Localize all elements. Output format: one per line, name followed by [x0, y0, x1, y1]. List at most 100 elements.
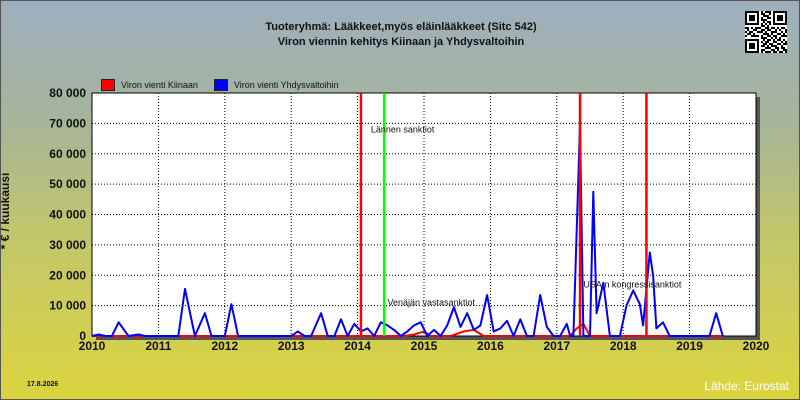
qr-module	[761, 17, 763, 19]
y-tick-label: 10 000	[49, 299, 86, 313]
x-tick-label: 2010	[79, 339, 106, 353]
qr-module	[751, 15, 753, 17]
qr-module	[763, 25, 765, 27]
qr-module	[781, 51, 783, 53]
qr-module	[775, 51, 777, 53]
qr-module	[763, 39, 765, 41]
qr-module	[773, 23, 775, 25]
qr-module	[779, 17, 781, 19]
qr-module	[767, 45, 769, 47]
qr-module	[777, 49, 779, 51]
qr-module	[757, 51, 759, 53]
qr-module	[781, 45, 783, 47]
legend-swatch-china	[101, 79, 115, 91]
qr-module	[783, 11, 785, 13]
qr-module	[757, 13, 759, 15]
qr-module	[775, 47, 777, 49]
qr-module	[769, 23, 771, 25]
qr-module	[753, 19, 755, 21]
qr-module	[773, 49, 775, 51]
qr-module	[785, 49, 787, 51]
qr-module	[775, 23, 777, 25]
qr-module	[765, 33, 767, 35]
qr-module	[779, 19, 781, 21]
qr-module	[765, 37, 767, 39]
qr-module	[749, 33, 751, 35]
qr-module	[745, 19, 747, 21]
qr-module	[765, 11, 767, 13]
x-tick-label: 2012	[211, 339, 238, 353]
qr-module	[757, 41, 759, 43]
qr-module	[757, 45, 759, 47]
qr-module	[773, 41, 775, 43]
qr-module	[757, 11, 759, 13]
qr-module	[749, 51, 751, 53]
qr-module	[757, 43, 759, 45]
qr-module	[767, 25, 769, 27]
qr-module	[781, 47, 783, 49]
qr-module	[781, 15, 783, 17]
qr-module	[781, 41, 783, 43]
qr-module	[785, 13, 787, 15]
qr-module	[773, 15, 775, 17]
qr-module	[775, 31, 777, 33]
qr-module	[755, 39, 757, 41]
qr-module	[767, 35, 769, 37]
qr-module	[777, 39, 779, 41]
qr-module	[753, 47, 755, 49]
qr-module	[773, 11, 775, 13]
y-tick-label: 30 000	[49, 238, 86, 252]
legend-label-china: Viron vienti Kiinaan	[121, 80, 198, 90]
qr-module	[753, 45, 755, 47]
qr-module	[755, 51, 757, 53]
qr-module	[771, 33, 773, 35]
qr-module	[765, 43, 767, 45]
chart-title: Tuoteryhmä: Lääkkeet,myös eläinlääkkeet …	[265, 21, 537, 33]
qr-module	[785, 21, 787, 23]
qr-module	[783, 43, 785, 45]
qr-module	[761, 35, 763, 37]
qr-module	[783, 27, 785, 29]
x-tick-label: 2011	[145, 339, 171, 353]
qr-module	[767, 11, 769, 13]
qr-module	[753, 23, 755, 25]
qr-module	[769, 13, 771, 15]
qr-module	[763, 49, 765, 51]
y-tick-label: 0	[79, 329, 86, 343]
qr-module	[781, 17, 783, 19]
qr-module	[757, 31, 759, 33]
qr-module	[761, 11, 763, 13]
qr-module	[757, 49, 759, 51]
qr-module	[765, 15, 767, 17]
qr-module	[751, 17, 753, 19]
qr-module	[777, 47, 779, 49]
qr-module	[763, 37, 765, 39]
qr-module	[763, 29, 765, 31]
qr-module	[753, 11, 755, 13]
qr-module	[757, 35, 759, 37]
qr-module	[767, 33, 769, 35]
qr-module	[747, 11, 749, 13]
qr-module	[757, 39, 759, 41]
qr-module	[749, 39, 751, 41]
chart-subtitle: Viron viennin kehitys Kiinaan ja Yhdysva…	[277, 36, 525, 48]
qr-module	[763, 19, 765, 21]
qr-module	[765, 47, 767, 49]
qr-module	[747, 23, 749, 25]
qr-module	[763, 45, 765, 47]
annotation-1: Venäjän vastasanktiot	[387, 298, 475, 308]
qr-module	[761, 25, 763, 27]
qr-module	[769, 35, 771, 37]
qr-module	[757, 15, 759, 17]
legend: Viron vienti Kiinaan Viron vienti Yhdysv…	[101, 79, 355, 91]
qr-module	[783, 47, 785, 49]
qr-module	[781, 19, 783, 21]
qr-module	[749, 45, 751, 47]
qr-module	[753, 51, 755, 53]
qr-module	[757, 23, 759, 25]
qr-module	[779, 29, 781, 31]
qr-module	[759, 27, 761, 29]
qr-module	[745, 27, 747, 29]
footer-date: 17.8.2026	[27, 381, 59, 388]
